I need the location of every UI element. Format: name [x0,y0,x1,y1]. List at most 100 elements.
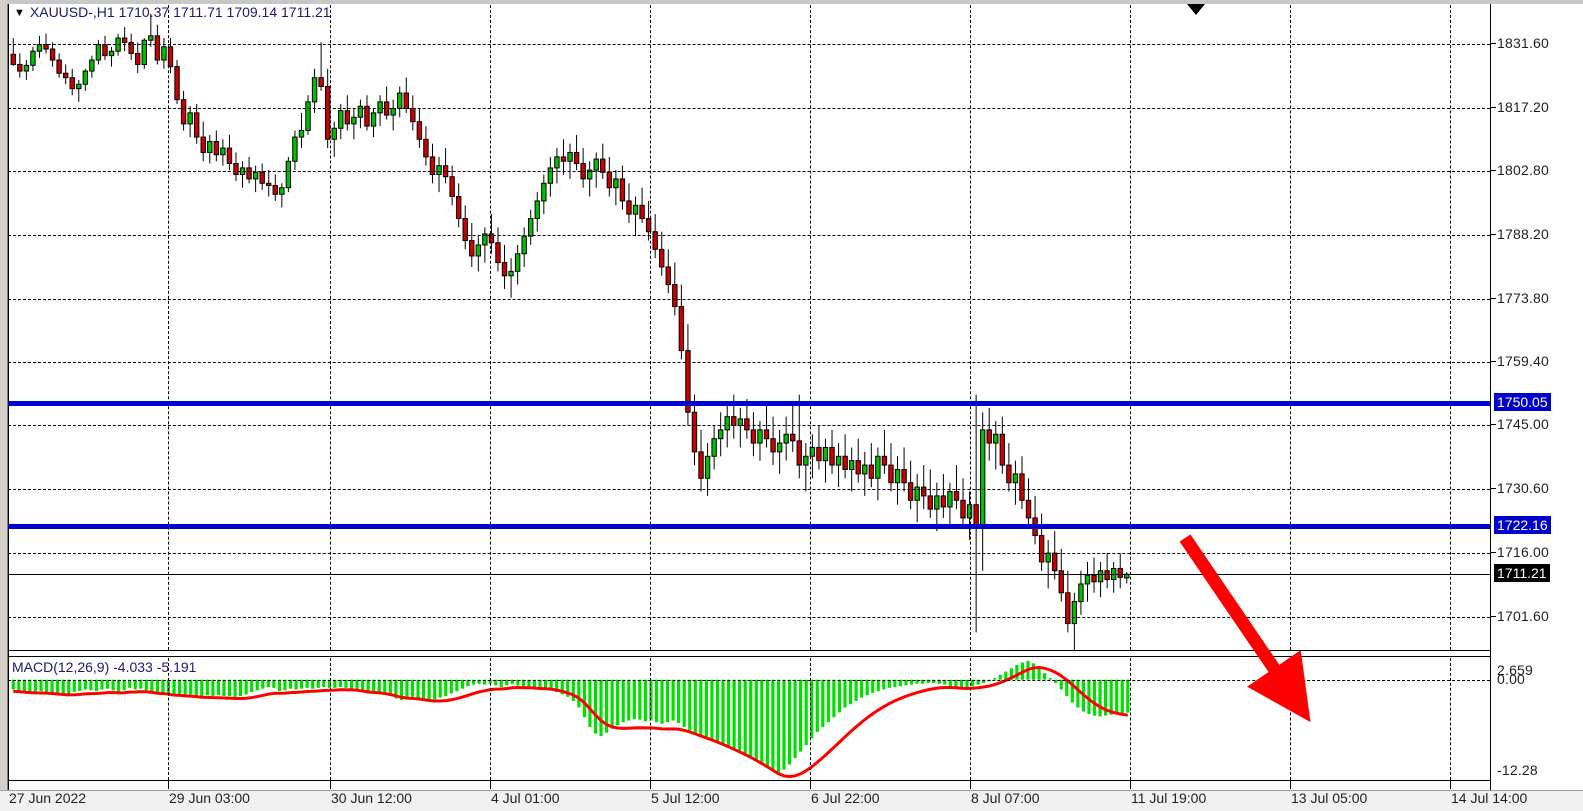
candlestick [193,104,200,144]
time-gridline [1450,658,1451,780]
time-axis-label: 14 Jul 14:00 [1451,790,1528,806]
macd-histogram-bar [826,679,830,723]
candlestick [881,429,888,474]
candlestick [108,46,115,67]
macd-histogram-bar [283,679,287,691]
candlestick [678,284,685,360]
bottom-status-strip [0,790,1583,811]
macd-histogram-bar [1004,671,1008,680]
candlestick [364,95,370,131]
macd-histogram-bar [139,679,143,689]
candlestick [239,161,246,188]
candlestick [357,99,364,129]
time-gridline [330,5,331,650]
macd-histogram-bar [261,679,265,689]
time-gridline [1290,658,1291,780]
macd-histogram-bar [654,679,659,723]
time-gridline [490,658,491,780]
candlestick [252,165,259,193]
time-axis-tick [1290,781,1291,789]
price-axis-label: 1759.40 [1489,353,1550,370]
triangle-down-icon[interactable]: ▼ [14,7,25,19]
time-axis-separator [8,780,1490,781]
macd-histogram-bar [965,679,969,688]
candlestick [370,108,377,138]
candlestick [331,121,337,157]
chart-symbol-text: XAUUSD-,H1 1710.37 1711.71 1709.14 1711.… [29,4,331,20]
macd-histogram-bar [11,679,15,690]
price-gridline [8,107,1490,109]
chart-symbol-header: ▼ XAUUSD-,H1 1710.37 1711.71 1709.14 1711… [14,4,331,20]
macd-axis-label: 2.659 [1497,662,1534,678]
macd-histogram-bar [183,679,187,696]
macd-histogram-bar [300,679,304,689]
support-resistance-line[interactable] [8,524,1490,530]
macd-histogram-bar [610,679,614,729]
candlestick [469,222,475,267]
macd-histogram-bar [832,679,836,718]
macd-pane[interactable] [8,658,1490,780]
time-axis-tick [490,781,491,789]
candlestick [174,60,180,105]
macd-histogram-bar [1015,665,1019,680]
candlestick [613,170,619,206]
candlestick [226,134,233,171]
macd-histogram-bar [50,679,54,693]
macd-histogram-bar [105,679,110,689]
macd-histogram-bar [959,679,964,689]
macd-histogram-bar [599,679,603,737]
macd-histogram-bar [1076,679,1080,708]
price-axis-label: 1788.20 [1489,226,1550,243]
candlestick [200,121,206,162]
candlestick [626,183,632,223]
macd-histogram-bar [355,679,359,691]
time-axis-tick [650,781,651,789]
macd-histogram-bar [399,679,404,701]
macd-histogram-bar [89,679,93,691]
candlestick [318,42,324,91]
time-gridline [810,5,811,650]
candlestick [600,143,606,179]
macd-histogram-bar [144,679,148,691]
macd-histogram-bar [765,679,769,767]
macd-histogram-bar [854,679,858,701]
macd-histogram-bar [893,679,897,688]
candlestick [436,156,442,193]
candlestick [377,95,383,127]
candlestick [10,38,16,66]
macd-histogram-bar [588,679,592,728]
macd-histogram-bar [277,679,282,692]
candlestick [1045,539,1051,589]
time-axis-tick [970,781,971,789]
candlestick [829,429,835,474]
candlestick [501,244,508,289]
candlestick [272,174,278,201]
candlestick [1025,478,1032,527]
macd-histogram-bar [44,679,49,692]
macd-histogram-bar [1109,679,1113,715]
macd-histogram-bar [255,679,259,691]
support-resistance-line[interactable] [8,401,1490,407]
candlestick [986,407,992,461]
candlestick [62,64,69,85]
macd-histogram-bar [865,679,869,696]
time-axis-tick [168,781,169,789]
macd-histogram-bar [133,679,137,690]
macd-histogram-bar [699,679,703,736]
candlestick [429,143,436,184]
macd-histogram-bar [83,679,87,690]
macd-histogram-bar [361,679,365,692]
macd-histogram-bar [1009,668,1013,680]
candlestick [921,465,927,510]
candlestick [442,148,449,184]
left-scroll-strip[interactable] [0,0,8,790]
macd-histogram-bar [643,679,647,722]
time-gridline [168,5,169,650]
candlestick [914,473,920,523]
macd-histogram-bar [571,679,575,701]
macd-histogram-bar [604,679,609,733]
candlestick [639,187,645,223]
macd-histogram-bar [1126,679,1130,713]
macd-histogram-bar [200,679,204,697]
macd-histogram-bar [660,679,664,724]
